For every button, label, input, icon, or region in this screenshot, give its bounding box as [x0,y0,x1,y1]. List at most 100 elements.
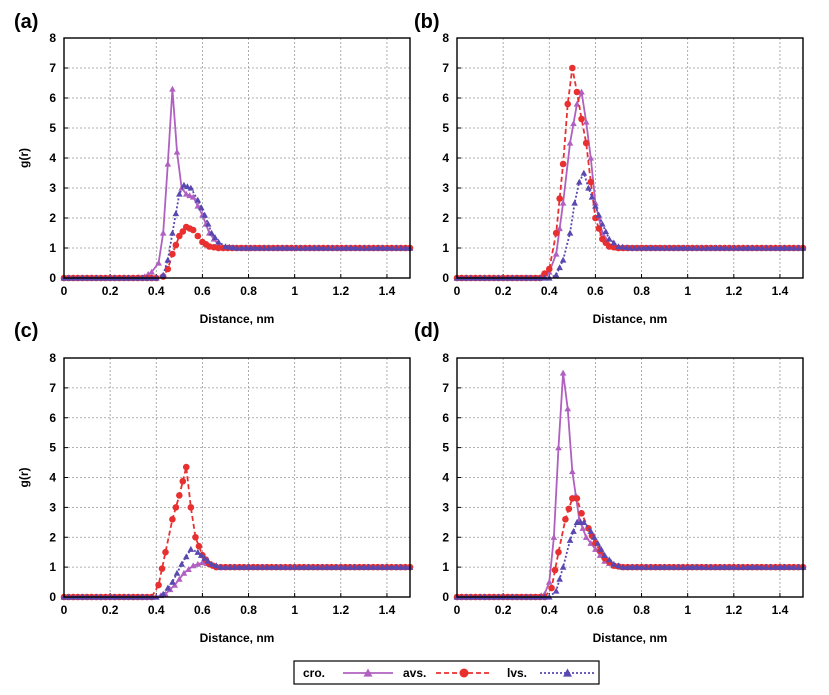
data-point [559,160,567,168]
data-point [647,563,655,570]
data-point [688,563,696,570]
data-point [552,250,560,257]
data-point [667,244,675,251]
x-tick-label: 0.6 [587,284,604,298]
data-point [585,184,592,191]
data-point [201,554,209,561]
y-tick-label: 3 [442,500,449,514]
series-line [64,183,410,279]
data-point [754,244,761,251]
y-tick-label: 8 [49,31,56,45]
x-tick-label: 1.2 [725,284,742,298]
data-point [717,244,725,251]
data-point [575,178,583,185]
data-point [566,536,574,543]
data-point [226,563,234,570]
panel-a: (a) 0 0.2 0.4 0.6 0.8 1 1.2 1.4 0 1 2 3 4 5 6 7 8 Distance… [14,11,414,326]
data-point [337,563,345,570]
data-point [665,563,673,570]
panel-label: (c) [14,320,38,342]
panel-label: (a) [14,11,38,33]
plot-frame [456,37,804,279]
data-point [311,244,318,251]
data-point [242,244,250,251]
data-point [652,563,659,570]
data-point [256,244,264,251]
data-point [595,211,603,218]
data-point [663,244,670,251]
data-point [342,563,349,570]
data-point [314,563,322,570]
data-point [722,244,729,251]
y-tick-label: 5 [442,441,449,455]
data-point [233,244,241,251]
data-point [545,265,553,273]
data-point [277,563,285,570]
data-point [679,563,687,570]
data-point [579,524,587,531]
data-point [721,563,728,570]
data-point [238,244,245,251]
x-tick-label: 0.6 [587,603,604,617]
data-point [173,569,181,576]
data-point [204,220,212,227]
y-axis-label: g(r) [17,148,31,168]
data-point [212,562,220,569]
y-tick-label: 4 [49,151,56,165]
series-avs [60,463,414,601]
data-point [685,244,693,251]
data-point [578,115,585,123]
legend: cro. avs. lvs. [293,660,600,685]
x-axis-label: Distance, nm [593,631,668,645]
data-point [159,229,167,236]
data-point [187,545,195,552]
data-point [699,244,707,251]
data-point [199,559,206,566]
x-tick-label: 1 [291,603,298,617]
data-point [684,563,691,570]
y-tick-label: 6 [49,91,56,105]
data-point [194,232,202,240]
data-point [208,560,215,567]
data-point [726,244,734,251]
series-lvs [453,169,807,281]
series-cro [453,88,807,281]
data-point [566,139,574,146]
data-point [582,139,590,147]
data-point [610,560,618,567]
y-tick-label: 8 [442,351,449,365]
y-tick-label: 3 [49,181,56,195]
data-point [194,196,202,203]
data-point [187,184,195,191]
series-lvs [60,181,414,281]
data-point [571,199,578,206]
data-point [179,228,187,235]
data-point [182,463,190,471]
data-point [555,548,562,556]
y-tick-label: 2 [442,530,449,544]
x-tick-label: 1.4 [772,603,789,617]
legend-item-avs: avs. [403,666,492,680]
data-point [564,100,572,108]
data-point [176,232,183,240]
data-point [315,244,323,251]
series-line [64,548,410,598]
data-point [596,551,604,558]
x-tick-label: 1 [684,284,691,298]
data-point [402,563,409,570]
data-point [365,244,373,251]
data-point [785,563,793,570]
y-tick-label: 7 [49,61,56,75]
data-point [545,578,553,585]
y-tick-label: 7 [442,61,449,75]
data-point [642,563,650,570]
data-point [365,563,372,570]
data-point [654,244,661,251]
data-point [605,235,613,242]
data-point [672,244,679,251]
data-point [319,563,326,570]
data-point [329,244,336,251]
y-tick-label: 4 [442,471,449,485]
y-tick-label: 0 [49,590,56,604]
data-point [556,225,563,232]
